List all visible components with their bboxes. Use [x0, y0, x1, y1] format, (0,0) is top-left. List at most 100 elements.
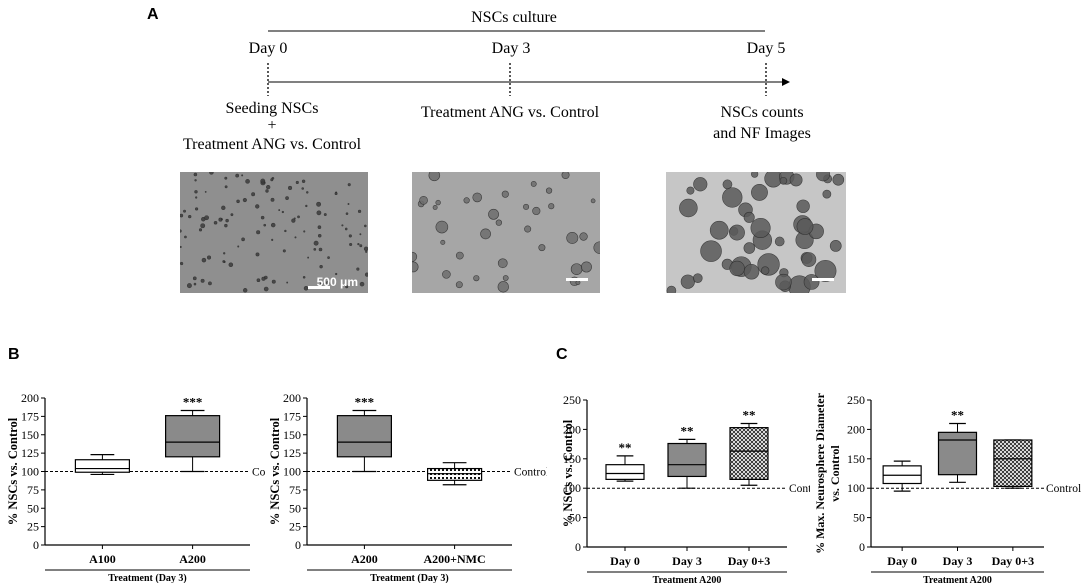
cell — [260, 215, 265, 220]
y-tick-label: 250 — [847, 393, 865, 407]
x-tick-label: Day 3 — [943, 554, 973, 568]
cell — [256, 278, 261, 282]
cell — [679, 198, 698, 218]
box-day-3 — [937, 431, 978, 476]
cell — [764, 172, 783, 188]
cell — [590, 198, 596, 204]
day0-event-line3: Treatment ANG vs. Control — [182, 136, 362, 153]
y-tick-label: 75 — [27, 483, 39, 497]
y-tick-label: 200 — [847, 422, 865, 436]
scale-bar — [812, 278, 834, 281]
cell — [224, 223, 228, 228]
cell — [188, 215, 192, 219]
cell — [294, 236, 297, 239]
cell — [200, 223, 206, 229]
cell — [236, 199, 240, 204]
cell — [814, 259, 837, 282]
cell — [323, 213, 327, 217]
cell — [281, 210, 284, 214]
cell — [822, 189, 832, 199]
day5-label: Day 5 — [746, 40, 786, 57]
cell — [751, 183, 768, 201]
y-axis-title: % NSCs vs. Control — [6, 417, 20, 525]
cell — [359, 281, 365, 287]
cell — [743, 211, 755, 223]
y-tick-label: 175 — [21, 409, 39, 423]
cell — [207, 255, 212, 260]
cell — [265, 189, 269, 193]
cell — [326, 280, 330, 285]
y-tick-label: 50 — [27, 501, 39, 515]
cell — [193, 172, 198, 177]
box-day-3 — [667, 442, 707, 478]
cell — [760, 266, 770, 275]
x-tick-label: A200+NMC — [424, 552, 486, 566]
cell — [365, 250, 368, 253]
cell — [364, 272, 368, 277]
cell — [317, 234, 322, 238]
cell — [293, 217, 296, 220]
cell — [566, 232, 579, 244]
cell — [208, 281, 212, 286]
y-tick-label: 100 — [21, 465, 39, 479]
cell — [237, 245, 240, 248]
day3-event: Treatment ANG vs. Control — [420, 104, 600, 121]
cell — [357, 242, 360, 246]
x-tick-label: Day 0+3 — [728, 554, 771, 568]
day3-label: Day 3 — [491, 40, 531, 57]
cell — [270, 222, 276, 228]
cell — [186, 283, 192, 289]
panel-label-c: C — [556, 346, 568, 363]
cell — [224, 176, 228, 180]
cell — [303, 230, 306, 233]
cell — [729, 260, 745, 277]
cell — [364, 224, 367, 228]
cell — [692, 273, 703, 283]
x-axis-title: Treatment A200 — [653, 575, 722, 583]
micrograph-day5 — [666, 172, 846, 293]
micrograph-day3 — [412, 172, 600, 293]
cell — [729, 224, 745, 241]
cell — [251, 192, 256, 197]
micrograph-day0: 500 μm — [180, 172, 368, 293]
cell — [686, 186, 695, 195]
cell — [241, 174, 244, 177]
y-tick-label: 100 — [563, 481, 581, 495]
y-tick-label: 0 — [295, 538, 301, 552]
cell — [356, 267, 360, 271]
micrograph-day5-cells — [666, 172, 845, 293]
boxplot-nscs-treatment-a200: 0 50 100 150 200 250 % NSCs vs. Control Control… — [561, 393, 810, 583]
box-day-0-3 — [993, 439, 1033, 488]
cell — [532, 206, 541, 216]
cell — [245, 179, 250, 184]
cell — [428, 172, 441, 182]
x-tick-label: Day 0 — [887, 554, 917, 568]
cell — [318, 247, 323, 252]
box-a200 — [336, 415, 393, 458]
cell — [347, 203, 350, 205]
cell — [242, 197, 247, 203]
y-tick-label: 150 — [563, 452, 581, 466]
cell — [750, 217, 771, 239]
x-tick-label: Day 3 — [672, 554, 702, 568]
cell — [282, 249, 286, 253]
y-tick-label: 25 — [289, 520, 301, 534]
cell — [743, 242, 756, 254]
cell — [195, 207, 199, 211]
cell — [593, 241, 600, 254]
y-tick-label: 75 — [289, 483, 301, 497]
cell — [472, 192, 483, 203]
cell — [180, 245, 182, 249]
cell — [278, 209, 281, 212]
cell — [241, 237, 245, 242]
cell — [201, 257, 207, 263]
cell — [297, 215, 300, 219]
cell — [435, 220, 449, 234]
cell — [271, 279, 276, 284]
y-tick-label: 250 — [563, 393, 581, 407]
y-tick-label: 100 — [847, 481, 865, 495]
cell — [545, 187, 553, 194]
x-tick-label: A100 — [89, 552, 116, 566]
cell — [334, 192, 338, 196]
timeline-arrowhead — [782, 78, 790, 86]
